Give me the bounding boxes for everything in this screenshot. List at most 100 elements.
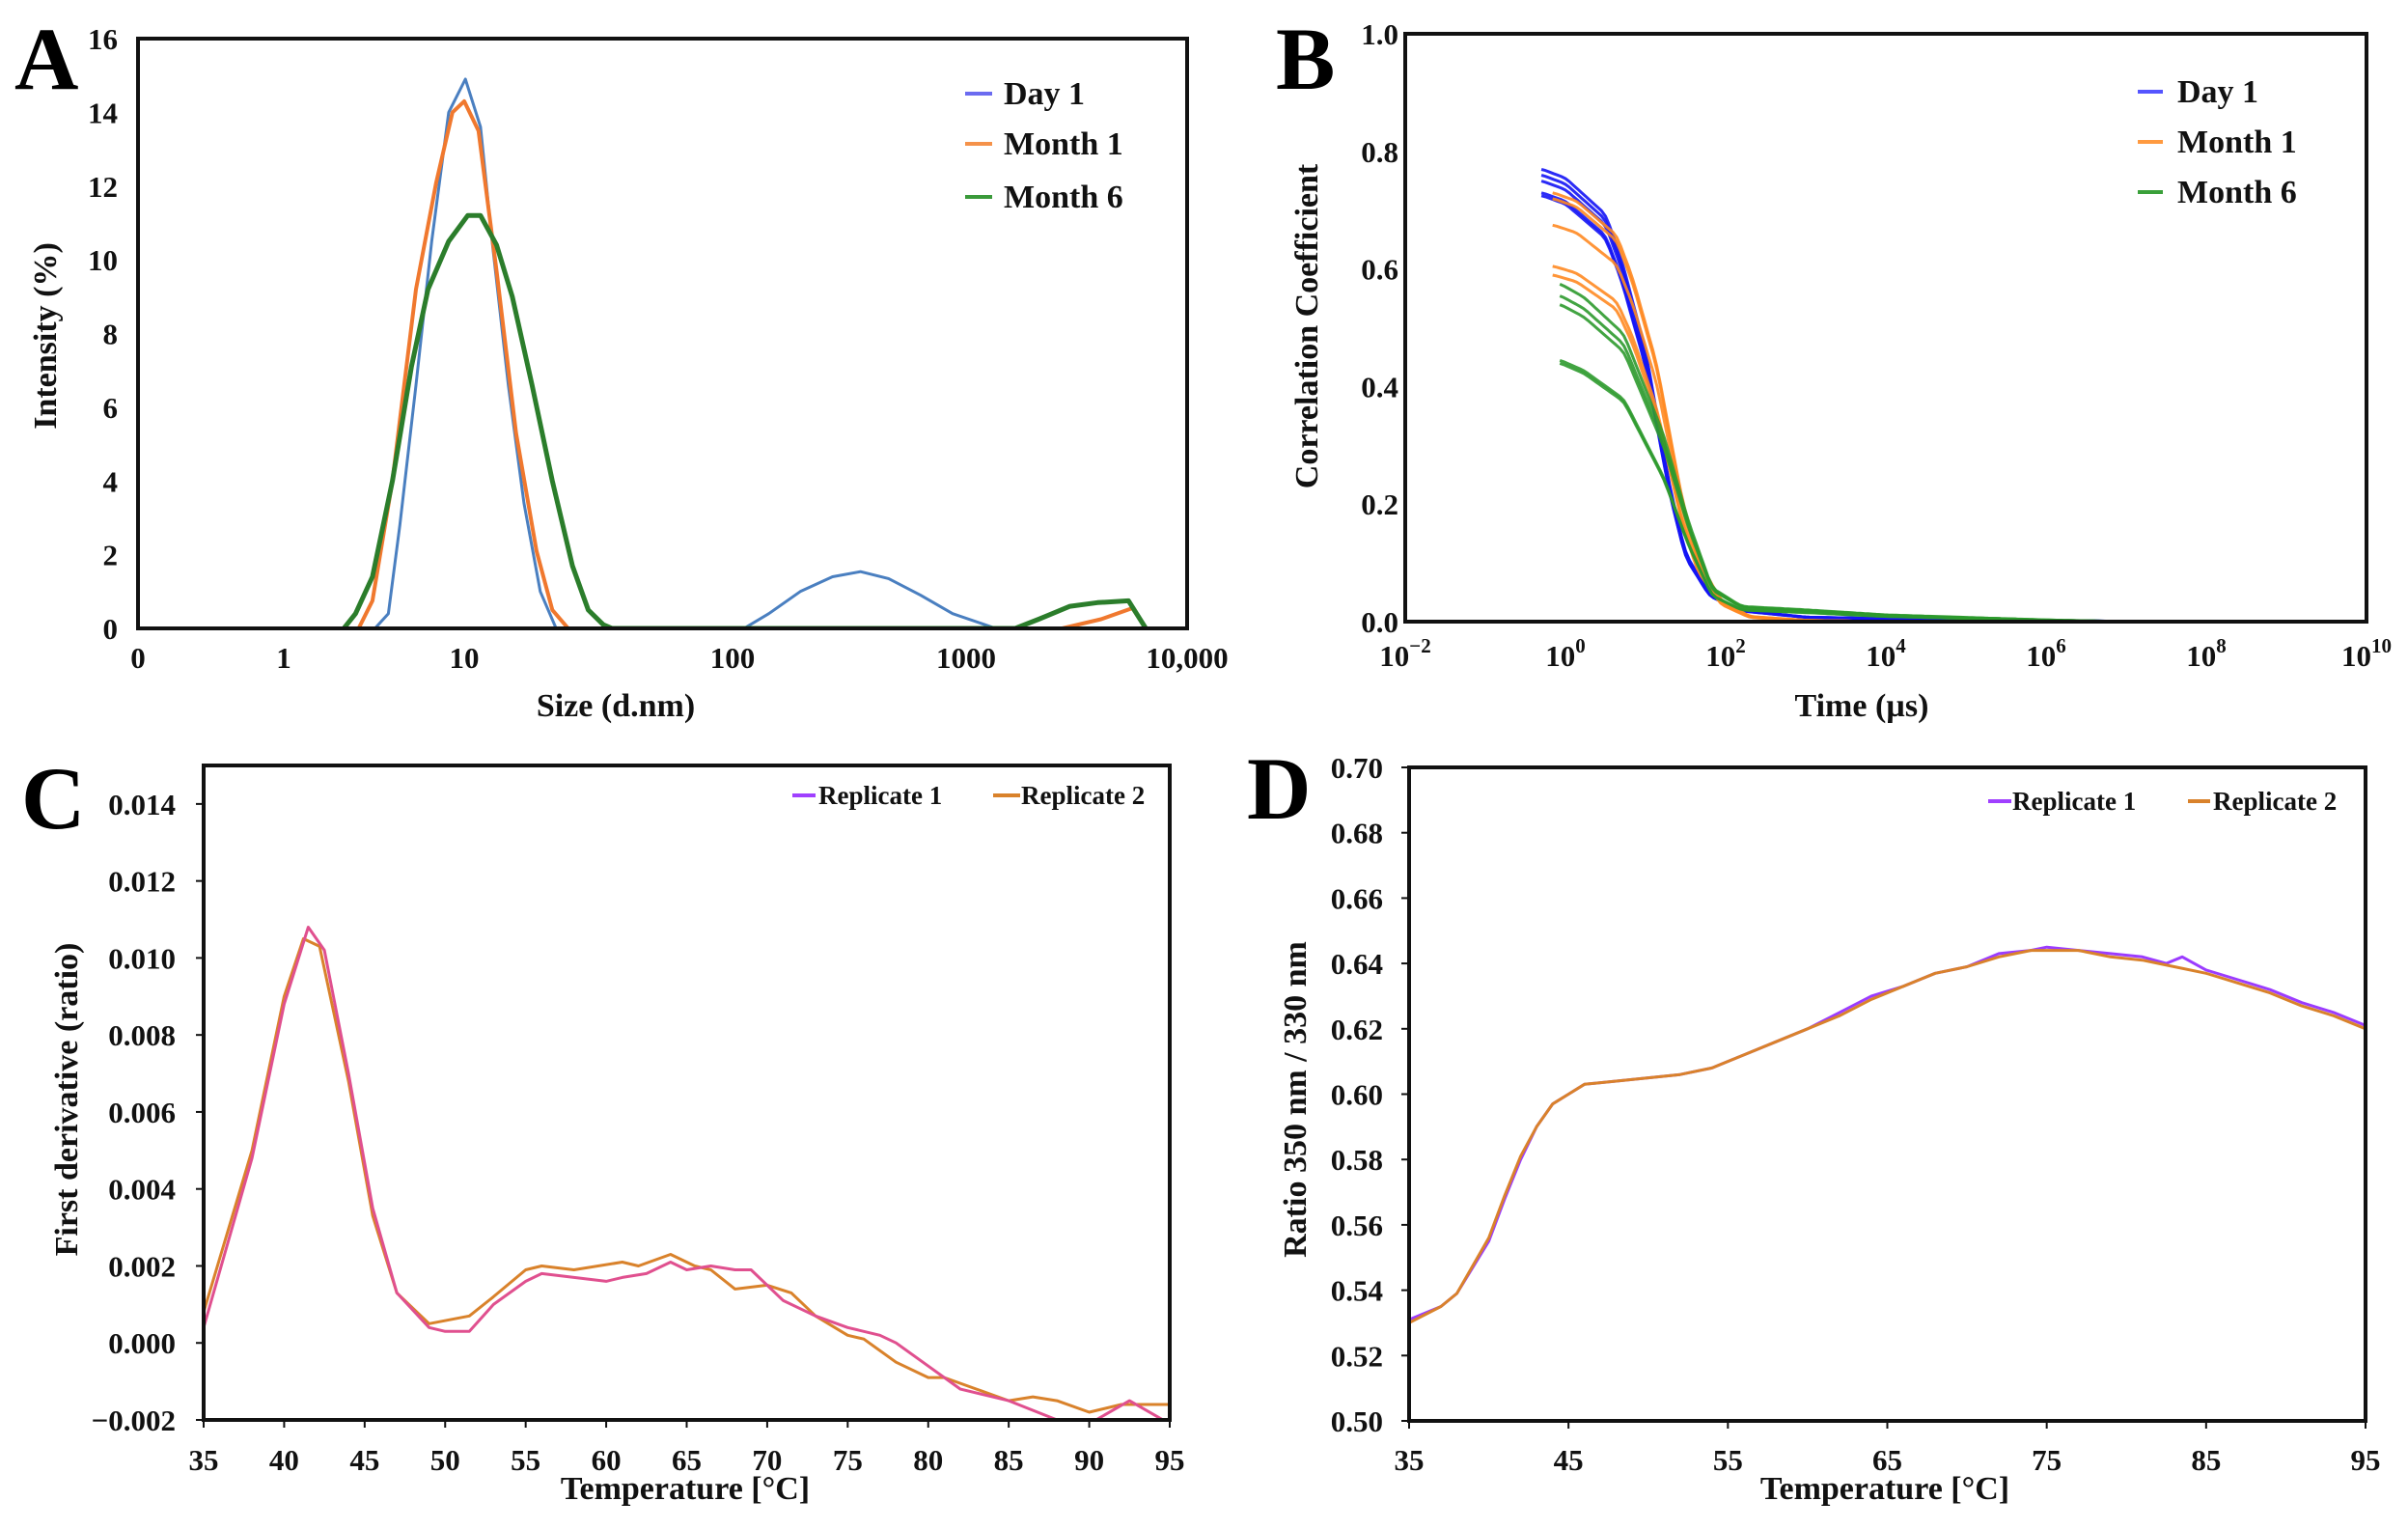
legend-label: Day 1 [1004,76,1085,112]
legend-item: Replicate 2 [993,781,1145,810]
legend: Day 1 Month 1 Month 6 [965,76,1123,215]
legend-item: Replicate 2 [2188,787,2337,816]
x-tick-label: 35 [189,1443,219,1477]
x-tick-label: 108 [2186,634,2227,673]
x-tick-label: 1010 [2341,634,2392,673]
x-tick-label: 95 [1155,1443,1185,1477]
y-tick-label: 0.70 [1331,751,1383,785]
y-tick-label: 0.8 [1361,135,1398,169]
y-tick-label: −0.002 [92,1404,176,1437]
x-tick-label: 80 [913,1443,943,1477]
x-tick-label: 10,000 [1146,641,1228,675]
x-tick-label: 95 [2351,1443,2381,1477]
x-tick-label: 102 [1705,634,1746,673]
panel-a: 0 2 4 6 8 10 12 14 16 0 1 10 100 1000 10,000 Size (d.nm… [14,10,1229,724]
legend-item: Month 1 [965,126,1123,162]
y-axis-label: Correlation Coefficient [1289,163,1325,488]
legend-label: Day 1 [2177,74,2258,110]
series-line-replicate-2 [1409,949,2366,1324]
plot-frame [1407,765,2367,1423]
x-axis-label: Temperature [°C] [561,1471,810,1507]
y-tick-label: 0.58 [1331,1143,1383,1177]
y-tick-label: 0.000 [108,1326,176,1360]
y-axis-label: Ratio 350 nm / 330 nm [1278,941,1314,1258]
plot-frame [136,37,1189,630]
y-tick-label: 0.010 [108,941,176,975]
x-tick-label: 106 [2026,634,2066,673]
x-tick-label: 1 [276,641,291,675]
legend: Day 1 Month 1 Month 6 [2138,74,2297,210]
x-tick-label: 75 [2032,1443,2062,1477]
series-line-month-1-rep1 [1552,191,1886,622]
y-tick-label: 12 [88,170,118,204]
y-tick-label: 0.50 [1331,1404,1383,1438]
y-tick-label: 0.008 [108,1018,176,1052]
legend-label: Replicate 2 [1021,781,1145,810]
y-tick-label: 0.2 [1361,487,1398,521]
series-line-month-1-rep3 [1552,223,1886,622]
legend-label: Month 6 [1004,180,1123,215]
series-line-month-1-rep2 [1552,197,1886,622]
x-tick-label: 10 [450,641,480,675]
legend-item: Month 6 [965,180,1123,215]
legend-label: Replicate 1 [818,781,942,810]
panel-d: 0.50 0.52 0.54 0.56 0.58 0.60 0.62 0.64 0.66 0.68… [1247,739,2381,1507]
x-tick-label: 45 [1554,1443,1584,1477]
panel-letter: C [21,749,85,848]
y-tick-label: 0.62 [1331,1013,1383,1046]
series-line-day-1-rep5 [1540,194,2191,622]
x-tick-label: 65 [1872,1443,1902,1477]
y-tick-label: 4 [103,464,119,498]
x-tick-label: 35 [1395,1443,1425,1477]
y-tick-label: 0.6 [1361,253,1398,287]
series-line-day-1 [138,77,1187,628]
legend: Replicate 1 Replicate 2 [792,781,1145,810]
x-tick-label: 65 [672,1443,702,1477]
legend: Replicate 1 Replicate 2 [1988,787,2337,816]
panel-letter: A [14,10,78,108]
x-axis-label: Size (d.nm) [537,688,695,724]
x-tick-label: 50 [430,1443,460,1477]
y-tick-label: 0.004 [108,1173,176,1207]
x-tick-label: 104 [1866,634,1906,673]
legend-item: Month 6 [2138,175,2297,210]
legend-item: Day 1 [2138,74,2258,110]
legend-label: Replicate 2 [2213,787,2337,816]
y-tick-label: 0.014 [108,788,176,821]
panel-c: −0.002 0.000 0.002 0.004 0.006 0.008 0.010 0.01… [21,749,1185,1507]
series-line-month-1-rep4 [1552,264,1886,622]
y-tick-label: 10 [88,243,118,277]
x-tick-label: 10−2 [1379,634,1430,673]
y-tick-label: 14 [88,96,118,129]
plot-frame [202,764,1172,1422]
series-line-replicate-2 [204,937,1170,1414]
series-layer [1540,168,2191,622]
y-tick-label: 0.4 [1361,370,1398,403]
x-tick-label: 90 [1074,1443,1104,1477]
series-line-replicate-1 [1409,945,2366,1321]
series-line-day-1-rep3 [1540,180,2191,622]
series-line-day-1-rep4 [1540,191,2191,622]
legend-item: Replicate 1 [792,781,942,810]
panel-b: 0.0 0.2 0.4 0.6 0.8 1.0 10−2 100 102 104 106 108 101… [1276,10,2392,724]
series-line-month-1-rep5 [1552,273,1886,622]
legend-item: Replicate 1 [1988,787,2136,816]
y-tick-label: 0.52 [1331,1339,1383,1373]
x-tick-label: 100 [1545,634,1586,673]
y-tick-label: 0.66 [1331,881,1383,915]
y-axis-label: Intensity (%) [28,242,64,430]
y-tick-label: 1.0 [1361,17,1398,51]
y-tick-label: 0.002 [108,1249,176,1283]
x-tick-label: 85 [2191,1443,2221,1477]
x-axis-label: Temperature [°C] [1760,1471,2009,1507]
x-tick-label: 45 [349,1443,379,1477]
x-tick-label: 75 [833,1443,863,1477]
y-tick-label: 0.64 [1331,947,1383,981]
y-axis-label: First derivative (ratio) [49,943,85,1257]
x-tick-label: 70 [752,1443,782,1477]
x-tick-label: 55 [511,1443,540,1477]
legend-label: Replicate 1 [2012,787,2136,816]
series-layer [204,926,1170,1420]
y-tick-label: 2 [103,539,119,572]
